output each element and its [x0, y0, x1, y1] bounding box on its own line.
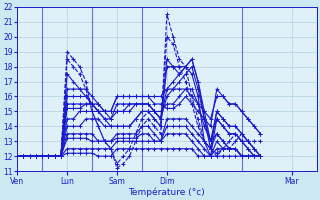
X-axis label: Température (°c): Température (°c) [129, 187, 205, 197]
